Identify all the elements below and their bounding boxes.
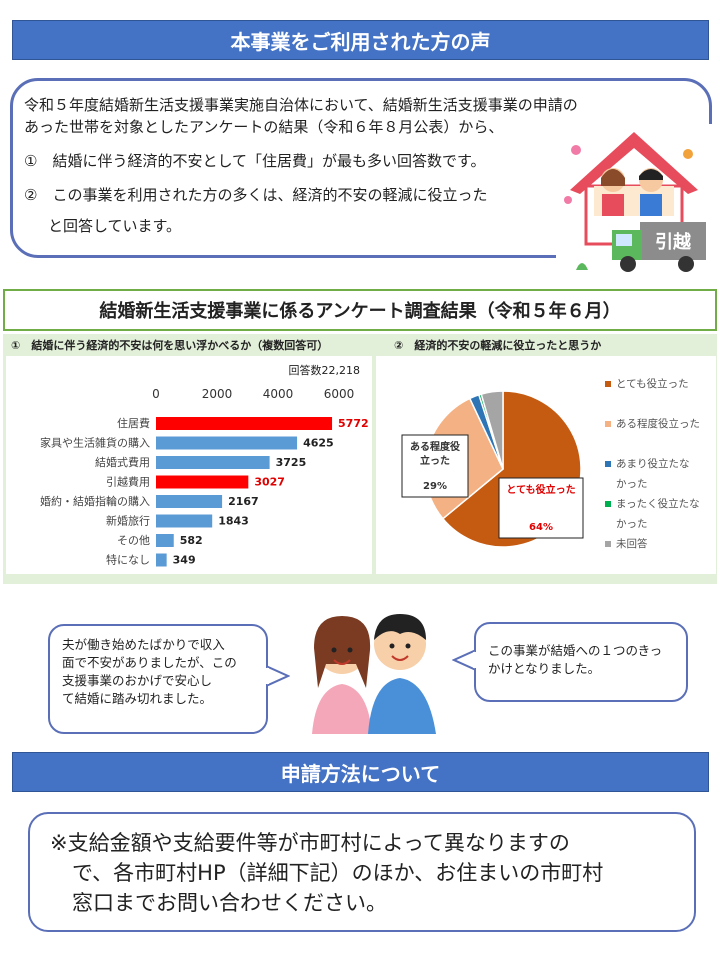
pie-data-label-text: とても役立った xyxy=(506,483,575,496)
bar xyxy=(156,436,298,450)
pie-data-label-text: 立った xyxy=(420,454,450,467)
bar-value-label: 5772 xyxy=(338,417,369,430)
pie-data-label: ある程度役立った 29% xyxy=(401,434,469,498)
legend-label: まったく役立たな xyxy=(616,497,700,510)
voice-bubble-left-tail xyxy=(266,664,290,688)
bar-value-label: 3725 xyxy=(276,456,307,469)
voice-right-line-1: この事業が結婚への１つのきっ xyxy=(488,643,663,658)
pie-slice xyxy=(480,390,504,470)
apply-note-box: ※支給金額や支給要件等が市町村によって異なりますの で、各市町村HP（詳細下記）… xyxy=(28,812,696,932)
x-tick-label: 4000 xyxy=(263,387,294,401)
apply-banner: 申請方法について xyxy=(12,752,709,792)
legend-label: ある程度役立った xyxy=(616,417,700,430)
intro-item-2b: と回答しています。 xyxy=(48,217,182,235)
category-label: 新婚旅行 xyxy=(106,514,150,528)
legend-swatch xyxy=(605,541,611,547)
intro-text: 令和５年度結婚新生活支援事業実施自治体において、結婚新生活支援事業の申請の あっ… xyxy=(24,94,704,138)
legend-label: かった xyxy=(616,478,648,490)
voice-left-line-1: 夫が働き始めたばかりで収入 xyxy=(62,637,225,652)
category-label: 引越費用 xyxy=(106,475,150,489)
bar-chart: 回答数22,218 0 2000 4000 6000 住居費 5772 家具や生活雑貨の購入 4… xyxy=(40,363,369,567)
house-truck-illustration: 引越 xyxy=(556,124,712,280)
bar-value-label: 349 xyxy=(173,554,196,567)
apply-note-line-3: 窓口までお問い合わせください。 xyxy=(72,891,387,915)
survey-title-text: 結婚新生活支援事業に係るアンケート調査結果（令和５年６月） xyxy=(99,301,621,322)
legend-label: あまり役立たな xyxy=(616,457,690,470)
bar xyxy=(156,553,167,567)
legend-label: 未回答 xyxy=(616,537,648,550)
legend-label: とても役立った xyxy=(616,377,689,390)
apply-note-line-1: ※支給金額や支給要件等が市町村によって異なりますの xyxy=(50,831,570,855)
q1-heading-text: ① 結婚に伴う経済的不安は何を思い浮かべるか（複数回答可） xyxy=(11,339,329,352)
intro-item-1: ① 結婚に伴う経済的不安として「住居費」が最も多い回答数です。 xyxy=(24,152,486,170)
legend-swatch xyxy=(605,421,611,427)
truck-label: 引越 xyxy=(655,231,692,253)
voice-left-line-3: 支援事業のおかげで安心し xyxy=(62,673,213,688)
voice-bubble-right: この事業が結婚への１つのきっ かけとなりました。 xyxy=(474,622,688,702)
category-label: 家具や生活雑貨の購入 xyxy=(40,436,150,450)
survey-title: 結婚新生活支援事業に係るアンケート調査結果（令和５年６月） xyxy=(3,289,717,331)
q2-heading: ② 経済的不安の軽減に役立ったと思うか xyxy=(386,334,717,356)
category-label: 住居費 xyxy=(117,416,150,430)
bar-value-label: 4625 xyxy=(303,437,334,450)
bar xyxy=(156,417,333,430)
q1-heading: ① 結婚に伴う経済的不安は何を思い浮かべるか（複数回答可） xyxy=(3,334,363,356)
category-label: 特になし xyxy=(106,553,150,567)
q2-heading-text: ② 経済的不安の軽減に役立ったと思うか xyxy=(394,339,602,352)
bar-value-label: 2167 xyxy=(228,495,259,508)
intro-line-2: あった世帯を対象としたアンケートの結果（令和６年８月公表）から、 xyxy=(24,118,504,136)
bar-value-label: 3027 xyxy=(254,476,285,489)
x-tick-label: 0 xyxy=(152,387,160,401)
x-tick-label: 2000 xyxy=(202,387,233,401)
page-title-banner: 本事業をご利用された方の声 xyxy=(12,20,709,60)
bar xyxy=(156,495,223,508)
apply-note-line-2: で、各市町村HP（詳細下記）のほか、お住まいの市町村 xyxy=(72,861,604,885)
bar xyxy=(156,514,213,528)
intro-item-2a: ② この事業を利用された方の多くは、経済的不安の軽減に役立った xyxy=(24,186,488,204)
pie-data-label: とても役立った 64% xyxy=(498,477,584,539)
category-label: 結婚式費用 xyxy=(95,455,150,469)
bar xyxy=(156,534,174,547)
voice-left-line-4: て結婚に踏み切れました。 xyxy=(62,691,213,706)
voice-bubble-right-tail xyxy=(452,648,476,672)
intro-line-1: 令和５年度結婚新生活支援事業実施自治体において、結婚新生活支援事業の申請の xyxy=(24,96,578,114)
pie-data-label-pct: 64% xyxy=(529,522,553,533)
bar-chart-note: 回答数22,218 xyxy=(289,363,361,377)
voice-bubble-left: 夫が働き始めたばかりで収入 面で不安がありましたが、この 支援事業のおかげで安心… xyxy=(48,624,268,734)
legend-swatch xyxy=(605,461,611,467)
bar xyxy=(156,475,249,489)
couple-illustration xyxy=(312,614,436,734)
x-tick-label: 6000 xyxy=(324,387,355,401)
pie-data-label-text: ある程度役 xyxy=(410,440,461,453)
voice-right-line-2: かけとなりました。 xyxy=(488,661,601,676)
pie-chart: とても役立った64%ある程度役立った29%とても役立ったある程度役立ったあまり役… xyxy=(401,377,700,550)
legend-swatch xyxy=(605,381,611,387)
bar-value-label: 582 xyxy=(180,534,203,547)
bar xyxy=(156,456,270,469)
bar-value-label: 1843 xyxy=(218,515,249,528)
legend-label: かった xyxy=(616,518,648,530)
pie-data-label-pct: 29% xyxy=(423,481,447,492)
legend-swatch xyxy=(605,501,611,507)
apply-title: 申請方法について xyxy=(280,761,441,786)
category-label: 婚約・結婚指輪の購入 xyxy=(40,494,150,508)
category-label: その他 xyxy=(117,534,150,547)
voice-left-line-2: 面で不安がありましたが、この xyxy=(62,655,237,670)
page-title: 本事業をご利用された方の声 xyxy=(230,29,491,54)
